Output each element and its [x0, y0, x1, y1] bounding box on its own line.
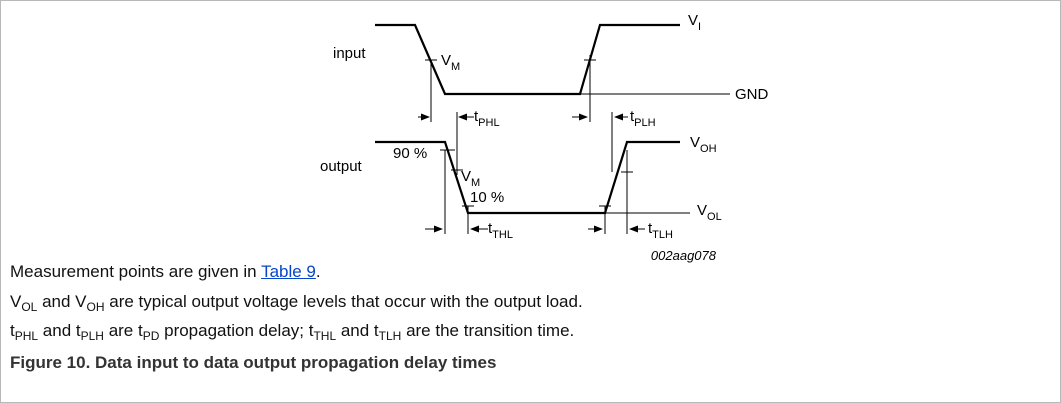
sub: PLH — [634, 117, 655, 129]
tplh-label: tPLH — [630, 108, 656, 129]
vol-label: VOL — [697, 202, 722, 223]
note-text: Measurement points are given in — [10, 262, 262, 281]
sub: OH — [700, 143, 717, 155]
voh-label: VOH — [690, 134, 717, 155]
note-text: propagation delay; t — [159, 321, 314, 340]
output-label: output — [320, 158, 363, 175]
sub: M — [451, 61, 460, 73]
sub: THL — [492, 229, 513, 241]
subscript: PD — [142, 329, 160, 343]
figure-caption: Figure 10. Data input to data output pro… — [10, 353, 497, 372]
main: t — [648, 220, 653, 237]
subscript: OL — [21, 300, 38, 314]
subscript: PLH — [80, 329, 104, 343]
p10-label: 10 % — [470, 189, 504, 206]
gnd-label: GND — [735, 86, 769, 103]
vm-input-label: VM — [441, 52, 460, 73]
note-text: are typical output voltage levels that o… — [104, 292, 583, 311]
note-text: and t — [38, 321, 81, 340]
sub: I — [698, 21, 701, 33]
figure-code: 002aag078 — [651, 248, 717, 263]
vm-output-label: VM — [461, 168, 480, 189]
note: VOL and VOH are typical output voltage l… — [10, 292, 583, 314]
ttlh-label: tTLH — [648, 220, 673, 241]
main: V — [690, 134, 700, 151]
sub: M — [471, 177, 480, 189]
timing-diagram: input output VI GND VM tPHL tPLH VOH VOL… — [320, 12, 769, 263]
sub: TLH — [652, 229, 673, 241]
note-text: are t — [103, 321, 143, 340]
main: t — [488, 220, 493, 237]
note-text: and V — [37, 292, 87, 311]
subscript: PHL — [14, 329, 39, 343]
measurement-lines — [418, 55, 645, 234]
input-label: input — [333, 45, 366, 62]
main: t — [630, 108, 635, 125]
note-text: and t — [336, 321, 379, 340]
main: V — [441, 52, 451, 69]
main: V — [461, 168, 471, 185]
subscript: OH — [86, 300, 105, 314]
main: V — [697, 202, 707, 219]
note: tPHL and tPLH are tPD propagation delay;… — [10, 321, 575, 343]
vi-label: VI — [688, 12, 701, 33]
table-link[interactable]: Table 9 — [261, 262, 316, 281]
subscript: THL — [313, 329, 337, 343]
output-waveform — [375, 140, 680, 215]
note-text: are the transition time. — [401, 321, 575, 340]
sub: PHL — [478, 117, 499, 129]
note: Measurement points are given in Table 9. — [10, 262, 321, 282]
tthl-label: tTHL — [488, 220, 513, 241]
subscript: TLH — [378, 329, 402, 343]
sub: OL — [707, 211, 722, 223]
note-text: . — [315, 262, 321, 281]
note-text: t — [10, 321, 15, 340]
input-waveform — [375, 23, 680, 96]
main: V — [688, 12, 698, 29]
tphl-label: tPHL — [474, 108, 500, 129]
main: t — [474, 108, 479, 125]
p90-label: 90 % — [393, 145, 427, 162]
note-text: V — [10, 292, 22, 311]
